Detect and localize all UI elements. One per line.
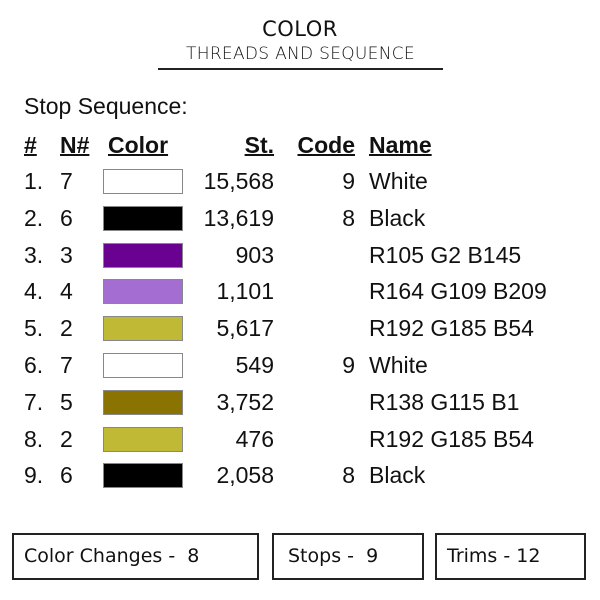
row-needle: 5 [60,388,73,415]
page-subtitle: THREADS AND SEQUENCE [158,44,443,70]
table-header: # N# Color St. Code Name [0,130,600,160]
color-swatch [103,242,183,268]
row-name: R138 G115 B1 [369,388,520,415]
row-stitches: 2,058 [216,462,274,489]
row-num: 4. [24,278,44,305]
row-code: 8 [342,462,355,489]
color-swatch [103,169,183,194]
table-row: 8. 2 476 R192 G185 B54 [0,424,600,454]
stops-box: Stops - 9 [272,533,424,580]
table-row: 4. 4 1,101 R164 G109 B209 [0,276,600,306]
row-name: R192 G185 B54 [369,315,534,342]
color-swatch [103,205,183,231]
table-row: 9. 6 2,058 8 Black [0,460,600,490]
row-num: 8. [24,425,44,452]
row-name: R105 G2 B145 [369,241,522,268]
row-name: Black [369,462,426,489]
table-row: 1. 7 15,568 9 White [0,166,600,196]
row-stitches: 15,568 [203,168,274,194]
col-code: Code [297,132,356,158]
row-num: 3. [24,241,44,268]
row-needle: 7 [60,168,73,194]
row-name: Black [369,204,426,231]
row-code: 8 [342,204,355,231]
color-swatch [103,463,183,489]
row-needle: 3 [60,241,73,268]
page-title: COLOR [262,17,338,41]
row-needle: 6 [60,204,73,231]
row-num: 9. [24,462,44,489]
row-needle: 6 [60,462,73,489]
col-name: Name [369,132,432,158]
row-num: 2. [24,204,44,231]
color-swatch [103,316,183,342]
col-num: # [24,132,37,158]
row-stitches: 549 [235,352,274,378]
row-name: White [369,168,428,194]
color-swatch [103,426,183,452]
row-name: R164 G109 B209 [369,278,547,305]
row-num: 5. [24,315,44,342]
row-name: R192 G185 B54 [369,425,534,452]
table-row: 3. 3 903 R105 G2 B145 [0,240,600,270]
row-code: 9 [342,352,355,378]
row-num: 6. [24,352,44,378]
row-stitches: 476 [235,425,274,452]
trims-box: Trims - 12 [435,533,586,580]
color-swatch [103,279,183,305]
color-swatch [103,389,183,415]
col-stitches: St. [244,132,274,158]
row-stitches: 13,619 [203,204,274,231]
col-color: Color [108,132,169,158]
table-row: 2. 6 13,619 8 Black [0,203,600,233]
row-needle: 7 [60,352,73,378]
table-row: 6. 7 549 9 White [0,350,600,380]
row-stitches: 5,617 [216,315,274,342]
col-n: N# [60,132,90,158]
row-stitches: 3,752 [216,388,274,415]
row-num: 1. [24,168,44,194]
row-stitches: 1,101 [216,278,274,305]
color-changes-box: Color Changes - 8 [12,533,259,580]
table-row: 5. 2 5,617 R192 G185 B54 [0,313,600,343]
row-needle: 4 [60,278,73,305]
row-code: 9 [342,168,355,194]
row-name: White [369,352,428,378]
row-stitches: 903 [235,241,274,268]
color-swatch [103,353,183,378]
row-needle: 2 [60,425,73,452]
row-num: 7. [24,388,44,415]
row-needle: 2 [60,315,73,342]
section-label: Stop Sequence: [24,93,188,119]
table-row: 7. 5 3,752 R138 G115 B1 [0,387,600,417]
